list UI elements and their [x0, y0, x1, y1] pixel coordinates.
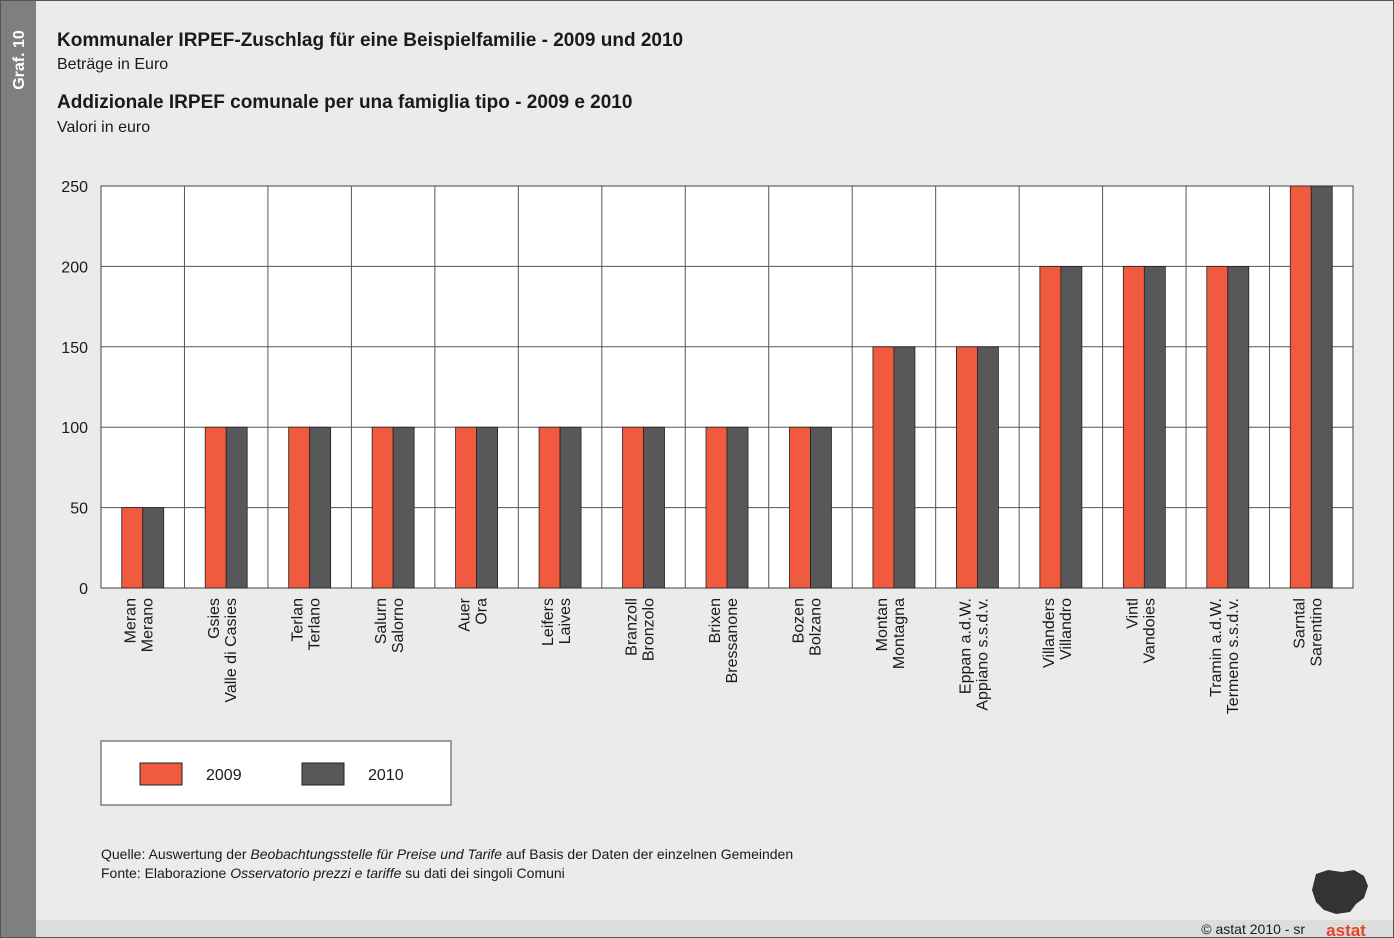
- x-tick-label: Bolzano: [807, 598, 824, 656]
- bar: [956, 346, 978, 589]
- x-tick-label: Branzoll: [624, 598, 641, 656]
- bar: [622, 426, 644, 589]
- bar: [643, 426, 665, 589]
- bar: [225, 426, 248, 589]
- source-note: Fonte: Elaborazione Osservatorio prezzi …: [101, 865, 565, 881]
- bar: [392, 426, 415, 589]
- x-tick-label: Bronzolo: [641, 598, 658, 661]
- source-part: Beobachtungsstelle für Preise und Tarife: [250, 846, 502, 862]
- bar: [977, 346, 999, 589]
- bar: [893, 346, 916, 589]
- bar: [455, 426, 478, 589]
- x-tick-label: Auer: [457, 597, 474, 631]
- bar: [1060, 265, 1083, 589]
- bar: [121, 507, 144, 589]
- x-tick-label: Merano: [140, 598, 157, 652]
- x-tick-label: Meran: [123, 598, 140, 643]
- logo-shape: [1312, 870, 1368, 914]
- x-tick-label: Villandro: [1058, 598, 1075, 660]
- y-tick-label: 200: [61, 259, 88, 276]
- x-tick-label: Termeno s.s.d.v.: [1225, 598, 1242, 714]
- bar: [810, 426, 832, 589]
- bar: [1039, 265, 1062, 589]
- chart-subtitle: Beträge in Euro: [57, 56, 168, 73]
- legend-swatch: [139, 762, 183, 786]
- source-part: Fonte: Elaborazione: [101, 865, 230, 881]
- y-tick-label: 0: [79, 581, 88, 598]
- x-tick-label: Tramin a.d.W.: [1208, 598, 1225, 697]
- x-tick-label: Gsies: [206, 598, 223, 639]
- bar: [1122, 265, 1145, 589]
- y-tick-label: 150: [61, 340, 88, 357]
- bar: [559, 426, 582, 589]
- source-part: Osservatorio prezzi e tariffe: [230, 865, 401, 881]
- x-tick-label: Bressanone: [724, 598, 741, 683]
- y-tick-label: 250: [61, 179, 88, 196]
- x-tick-label: Terlano: [307, 598, 324, 651]
- bar: [538, 426, 561, 589]
- chart-subtitle: Valori in euro: [57, 119, 150, 136]
- source-part: su dati dei singoli Comuni: [401, 865, 564, 881]
- bar: [142, 507, 165, 589]
- bar: [1227, 265, 1250, 589]
- bar: [872, 346, 895, 589]
- source-part: auf Basis der Daten der einzelnen Gemein…: [502, 846, 793, 862]
- x-tick-label: Terlan: [290, 598, 307, 642]
- y-tick-label: 100: [61, 420, 88, 437]
- x-tick-label: Sarentino: [1308, 598, 1325, 667]
- legend-swatch: [301, 762, 345, 786]
- x-tick-label: Salurn: [373, 598, 390, 644]
- chart-title: Addizionale IRPEF comunale per una famig…: [57, 92, 632, 113]
- x-tick-label: Villanders: [1041, 598, 1058, 668]
- x-tick-label: Laives: [557, 598, 574, 644]
- x-tick-label: Ora: [474, 598, 491, 625]
- legend-label: 2009: [206, 767, 242, 784]
- x-tick-label: Brixen: [707, 598, 724, 643]
- x-tick-label: Vandoies: [1141, 598, 1158, 664]
- bar: [1289, 185, 1312, 589]
- y-tick-label: 50: [70, 501, 88, 518]
- bar: [309, 426, 332, 589]
- x-tick-label: Sarntal: [1291, 598, 1308, 649]
- x-tick-label: Valle di Casies: [223, 598, 240, 703]
- x-tick-label: Salorno: [390, 598, 407, 653]
- source-note: Quelle: Auswertung der Beobachtungsstell…: [101, 846, 793, 862]
- source-part: Quelle: Auswertung der: [101, 846, 250, 862]
- x-tick-label: Vintl: [1124, 598, 1141, 629]
- copyright: © astat 2010 - sr: [1201, 921, 1305, 937]
- footer-bar: [36, 920, 1394, 938]
- logo-mark: [1312, 870, 1368, 914]
- bar: [476, 426, 499, 589]
- bar: [288, 426, 311, 589]
- graph-label: Graf. 10: [11, 30, 28, 90]
- x-tick-label: Leifers: [540, 598, 557, 646]
- bar: [726, 426, 749, 589]
- bar: [1143, 265, 1166, 589]
- chart-title: Kommunaler IRPEF-Zuschlag für eine Beisp…: [57, 30, 683, 51]
- x-tick-label: Appiano s.s.d.v.: [974, 598, 991, 711]
- x-tick-label: Eppan a.d.W.: [957, 598, 974, 694]
- bar: [1206, 265, 1229, 589]
- bar: [789, 426, 811, 589]
- logo-text: astat: [1326, 921, 1366, 938]
- legend-label: 2010: [368, 767, 404, 784]
- bar: [705, 426, 728, 589]
- bar: [1310, 185, 1333, 589]
- x-tick-label: Bozen: [790, 598, 807, 643]
- bar: [371, 426, 394, 589]
- sidebar: [0, 0, 36, 938]
- bar: [204, 426, 227, 589]
- x-tick-label: Montagna: [891, 598, 908, 669]
- x-tick-label: Montan: [874, 598, 891, 651]
